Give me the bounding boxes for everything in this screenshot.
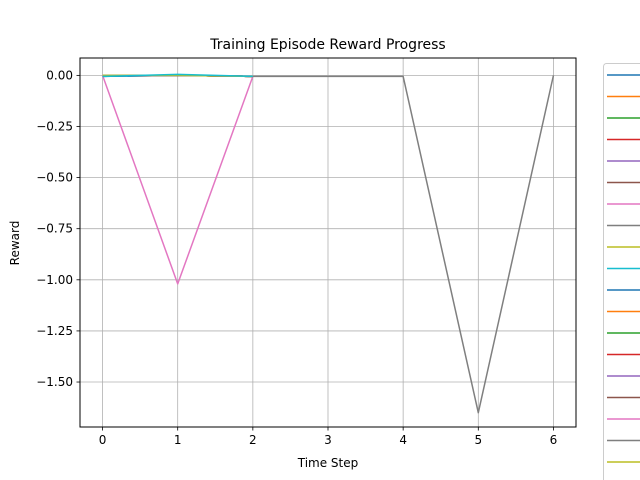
x-tick-label: 3 — [324, 433, 332, 447]
axis-ticks: 0 1 2 3 4 5 6 0.00 −0.25 −0.50 −0.75 −1.00 −1.25 −1.5… — [36, 68, 557, 447]
series-line-20 — [102, 73, 253, 78]
legend — [603, 63, 640, 480]
y-tick-label: −0.50 — [36, 171, 73, 185]
y-tick-label: 0.00 — [46, 68, 73, 82]
x-tick-label: 5 — [474, 433, 482, 447]
x-tick-label: 4 — [399, 433, 407, 447]
x-axis-title: Time Step — [297, 456, 359, 470]
y-axis-title: Reward — [8, 221, 22, 266]
y-tick-label: −1.00 — [36, 273, 73, 287]
chart-title: Training Episode Reward Progress — [209, 37, 445, 53]
y-tick-label: −0.75 — [36, 222, 73, 236]
x-tick-label: 2 — [249, 433, 257, 447]
y-tick-label: −0.25 — [36, 119, 73, 133]
x-tick-label: 6 — [550, 433, 558, 447]
y-tick-label: −1.25 — [36, 324, 73, 338]
y-tick-label: −1.50 — [36, 375, 73, 389]
series-lines — [101, 73, 555, 414]
x-tick-label: 1 — [174, 433, 182, 447]
series-line-7 — [101, 75, 254, 285]
x-tick-label: 0 — [99, 433, 107, 447]
legend-frame — [603, 63, 640, 480]
grid — [80, 58, 576, 427]
